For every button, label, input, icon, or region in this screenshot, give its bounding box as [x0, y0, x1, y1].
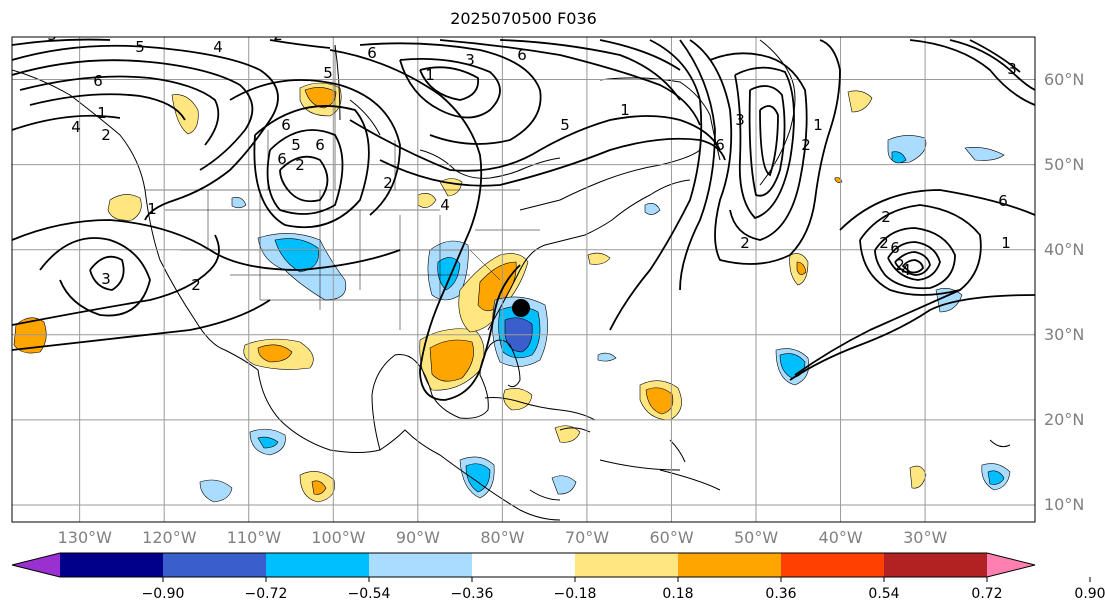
contour-label: 1	[620, 101, 630, 119]
longitude-label: 100°W	[311, 528, 366, 547]
contour-label: 5	[135, 38, 145, 56]
contour-label: 3	[1007, 60, 1017, 78]
latitude-label: 40°N	[1044, 239, 1085, 259]
longitude-label: 70°W	[564, 528, 610, 547]
map-background	[12, 37, 1035, 522]
contour-label: 2	[383, 174, 393, 192]
contour-label: 6	[93, 72, 103, 90]
latitude-label: 50°N	[1044, 154, 1085, 174]
contour-label: 1	[97, 104, 107, 122]
contour-label: 2	[801, 136, 811, 154]
colorbar-segment	[369, 553, 473, 577]
latitude-label: 20°N	[1044, 409, 1085, 429]
colorbar-tick-label: 0.54	[868, 586, 900, 602]
storm-center-marker	[512, 299, 530, 317]
longitude-label: 60°W	[649, 528, 694, 547]
contour-label: 6	[517, 46, 527, 64]
colorbar	[11, 552, 1091, 582]
colorbar-segment	[884, 553, 988, 577]
map-frame	[11, 36, 1036, 523]
colorbar-segment	[575, 553, 679, 577]
contour-label: 4	[213, 38, 223, 56]
colorbar-tick-label: −0.18	[553, 586, 597, 602]
colorbar-segment	[266, 553, 370, 577]
colorbar-tick-label: 0.90	[1074, 586, 1105, 602]
contour-label: 3	[101, 270, 111, 288]
latitude-label: 10°N	[1044, 494, 1085, 514]
longitude-label: 40°W	[818, 528, 863, 547]
contour-label: 4	[901, 261, 911, 279]
contour-label: 2	[740, 234, 750, 252]
contour-label: 6	[281, 116, 291, 134]
contour-label: 3	[465, 51, 475, 69]
colorbar-tick-label: 0.72	[971, 586, 1003, 602]
colorbar-outline	[11, 552, 1036, 578]
contour-label: 2	[895, 256, 905, 274]
contour-label: 2	[191, 276, 201, 294]
longitude-label: 110°W	[226, 528, 282, 547]
colorbar-extend-low	[12, 553, 60, 577]
contour-label: 2	[273, 26, 283, 44]
contour-label: 4	[71, 118, 81, 136]
colorbar-tick-label: 0.36	[765, 586, 797, 602]
contour-label: 2	[101, 126, 111, 144]
contour-label: 6	[715, 136, 725, 154]
colorbar-tick-label: −0.72	[244, 586, 288, 602]
contour-label: 6	[998, 192, 1008, 210]
longitude-label: 90°W	[395, 528, 440, 547]
contour-label: 6	[315, 136, 325, 154]
longitude-label: 80°W	[480, 528, 525, 547]
colorbar-tick-label: −0.90	[141, 586, 185, 602]
contour-lines	[12, 38, 1035, 401]
contour-label: 3	[735, 111, 745, 129]
contour-label: 6	[890, 239, 900, 257]
latitude-label: 60°N	[1044, 69, 1085, 89]
colorbar-segment	[678, 553, 782, 577]
contour-label: 1	[425, 66, 435, 84]
longitude-label: 50°W	[734, 528, 779, 547]
map-title: 2025070500 F036	[450, 9, 597, 28]
colorbar-tick-label: −0.54	[347, 586, 391, 602]
contour-label: 3	[47, 26, 57, 44]
contour-label: 2	[879, 234, 889, 252]
colorbar-tick-label: −0.36	[450, 586, 494, 602]
colorbar-segment	[60, 553, 164, 577]
contour-label: 6	[277, 150, 287, 168]
coastlines	[12, 39, 1011, 521]
latitude-label: 30°N	[1044, 324, 1085, 344]
longitude-label: 120°W	[142, 528, 197, 547]
contour-label: 1	[813, 116, 823, 134]
longitude-label: 130°W	[57, 528, 112, 547]
contour-label: 4	[440, 196, 450, 214]
colorbar-segment	[472, 553, 576, 577]
contour-label: 5	[291, 136, 301, 154]
colorbar-tick-label: 0.18	[662, 586, 694, 602]
map-grid	[12, 37, 1035, 522]
contour-label: 2	[881, 208, 891, 226]
contour-label: 1	[1001, 234, 1011, 252]
contour-label: 5	[560, 116, 570, 134]
colorbar-extend-high	[987, 553, 1035, 577]
colorbar-segment	[163, 553, 267, 577]
colorbar-segment	[781, 553, 885, 577]
contour-label: 6	[367, 44, 377, 62]
contour-label: 2	[295, 156, 305, 174]
longitude-label: 30°W	[903, 528, 948, 547]
contour-label: 5	[323, 64, 333, 82]
contour-label: 1	[147, 200, 157, 218]
